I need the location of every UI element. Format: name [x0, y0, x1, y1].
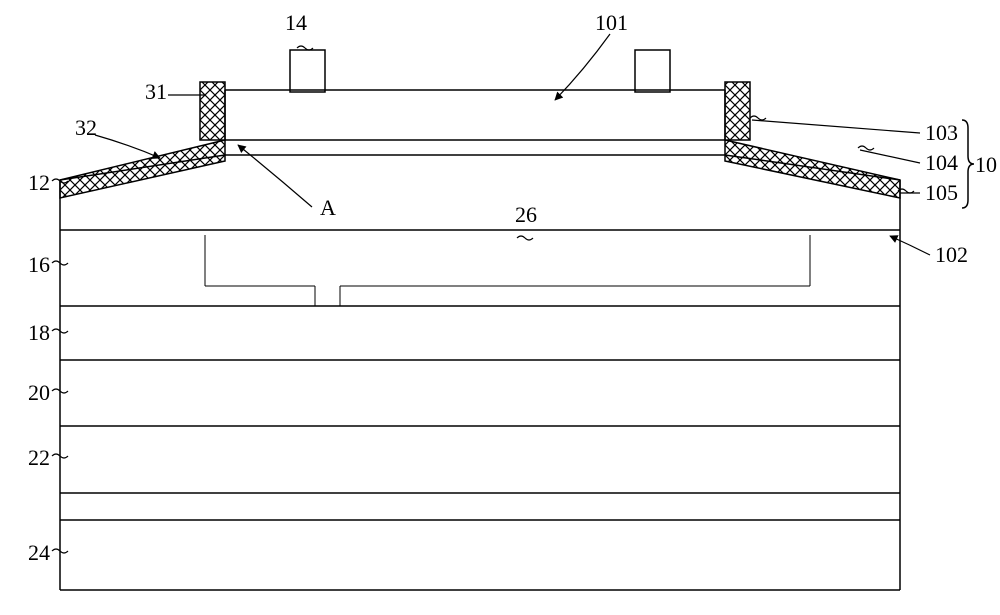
- label-31: 31: [145, 79, 167, 104]
- label-105: 105: [925, 180, 958, 205]
- label-22: 22: [28, 445, 50, 470]
- label-14: 14: [285, 10, 307, 35]
- label-103: 103: [925, 120, 958, 145]
- label-16: 16: [28, 252, 50, 277]
- geometry-group: [60, 50, 900, 590]
- diagram-canvas: 10 12 14 16 18 20 22 24 26 31 32 101 102 103 104 105 A: [0, 0, 1000, 615]
- label-32: 32: [75, 115, 97, 140]
- label-A: A: [320, 195, 336, 220]
- label-10: 10: [975, 152, 997, 177]
- label-24: 24: [28, 540, 50, 565]
- label-20: 20: [28, 380, 50, 405]
- label-18: 18: [28, 320, 50, 345]
- label-26: 26: [515, 202, 537, 227]
- leader-lines: [52, 34, 974, 553]
- label-101: 101: [595, 10, 628, 35]
- label-104: 104: [925, 150, 958, 175]
- labels-group: 10 12 14 16 18 20 22 24 26 31 32 101 102 103 104 105 A: [28, 10, 997, 565]
- label-102: 102: [935, 242, 968, 267]
- label-12: 12: [28, 170, 50, 195]
